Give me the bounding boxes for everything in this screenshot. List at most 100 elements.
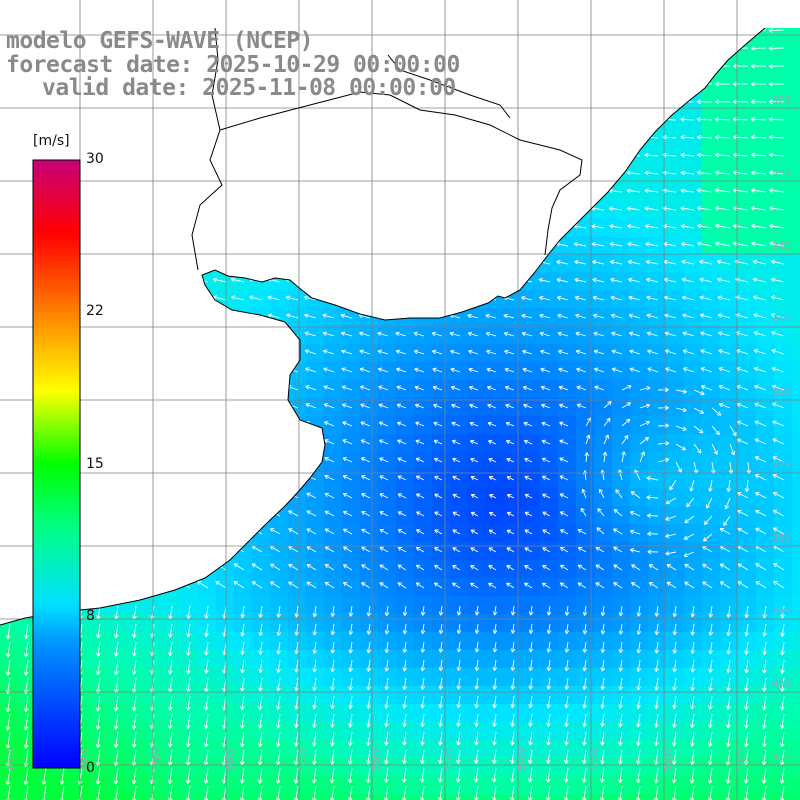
wind-speed-cell xyxy=(216,686,234,704)
wind-arrow xyxy=(348,731,353,747)
wind-arrow xyxy=(510,605,516,616)
wind-speed-cell xyxy=(702,722,720,740)
wind-arrow xyxy=(556,259,569,265)
wind-speed-cell xyxy=(738,758,756,776)
wind-speed-cell xyxy=(576,704,594,722)
wind-speed-cell xyxy=(720,776,738,794)
wind-speed-cell xyxy=(342,668,360,686)
wind-arrow xyxy=(644,188,659,193)
wind-speed-cell xyxy=(558,794,576,800)
wind-speed-cell xyxy=(738,398,756,416)
wind-arrow xyxy=(359,331,371,337)
wind-arrow xyxy=(113,767,119,785)
wind-speed-cell xyxy=(324,722,342,740)
wind-speed-cell xyxy=(594,794,612,800)
wind-arrow xyxy=(113,659,119,675)
wind-speed-cell xyxy=(324,704,342,722)
wind-arrow xyxy=(379,511,389,517)
wind-arrow xyxy=(492,641,498,653)
wind-arrow xyxy=(714,205,731,211)
wind-speed-cell xyxy=(270,704,288,722)
wind-speed-cell xyxy=(522,758,540,776)
wind-speed-cell xyxy=(720,470,738,488)
wind-speed-cell xyxy=(432,416,450,434)
wind-speed-cell xyxy=(234,290,252,308)
wind-arrow xyxy=(324,528,335,535)
wind-speed-cell xyxy=(666,164,684,182)
wind-speed-cell xyxy=(162,686,180,704)
wind-speed-cell xyxy=(18,650,36,668)
wind-speed-cell xyxy=(234,794,252,800)
wind-arrow xyxy=(582,749,587,765)
wind-speed-cell xyxy=(108,614,126,632)
wind-arrow xyxy=(503,331,515,337)
wind-arrow xyxy=(628,313,641,319)
wind-arrow xyxy=(113,695,119,712)
wind-speed-cell xyxy=(180,776,198,794)
wind-arrow xyxy=(773,580,785,589)
wind-arrow xyxy=(696,134,713,140)
wind-arrow xyxy=(761,713,767,729)
wind-speed-cell xyxy=(648,164,666,182)
wind-speed-cell xyxy=(90,776,108,794)
wind-arrow xyxy=(361,528,371,535)
wind-speed-cell xyxy=(648,236,666,254)
wind-arrow xyxy=(456,677,462,690)
wind-arrow xyxy=(396,421,407,427)
wind-speed-cell xyxy=(594,308,612,326)
wind-arrow xyxy=(732,223,749,229)
lon-label: 60W xyxy=(79,747,90,770)
wind-arrow xyxy=(672,659,677,673)
wind-speed-cell xyxy=(576,650,594,668)
wind-speed-cell xyxy=(378,740,396,758)
wind-speed-cell xyxy=(792,668,800,686)
wind-arrow xyxy=(768,99,785,104)
wind-speed-cell xyxy=(612,380,630,398)
wind-arrow xyxy=(312,713,317,728)
wind-speed-cell xyxy=(756,236,774,254)
wind-speed-cell xyxy=(612,236,630,254)
wind-speed-cell xyxy=(612,344,630,362)
wind-arrow xyxy=(542,529,551,535)
wind-arrow xyxy=(621,418,631,427)
wind-arrow xyxy=(276,623,282,636)
wind-arrow xyxy=(474,749,479,765)
wind-arrow xyxy=(509,785,515,800)
wind-speed-cell xyxy=(792,74,800,92)
wind-speed-cell xyxy=(756,344,774,362)
wind-arrow xyxy=(539,331,551,337)
wind-speed-cell xyxy=(414,722,432,740)
wind-arrow xyxy=(131,713,137,730)
wind-speed-cell xyxy=(666,452,684,470)
wind-arrow xyxy=(341,349,353,355)
wind-arrow xyxy=(714,99,731,104)
wind-speed-cell xyxy=(0,794,18,800)
wind-arrow xyxy=(275,767,281,784)
wind-arrow xyxy=(379,564,389,571)
wind-speed-cell xyxy=(324,668,342,686)
wind-speed-cell xyxy=(126,686,144,704)
wind-arrow xyxy=(485,331,497,337)
wind-arrow xyxy=(456,605,462,616)
wind-speed-cell xyxy=(360,758,378,776)
wind-speed-cell xyxy=(648,362,666,380)
wind-arrow xyxy=(733,241,749,247)
wind-speed-cell xyxy=(756,686,774,704)
wind-speed-cell xyxy=(54,776,72,794)
wind-speed-cell xyxy=(288,632,306,650)
wind-speed-cell xyxy=(396,686,414,704)
wind-arrow xyxy=(438,677,444,690)
wind-speed-cell xyxy=(792,776,800,794)
wind-speed-cell xyxy=(126,794,144,800)
wind-speed-cell xyxy=(180,596,198,614)
wind-arrow xyxy=(312,605,318,618)
wind-speed-cell xyxy=(720,722,738,740)
wind-arrow xyxy=(714,188,731,193)
wind-speed-cell xyxy=(720,218,738,236)
wind-arrow xyxy=(323,421,335,427)
wind-arrow xyxy=(662,134,677,140)
wind-arrow xyxy=(523,421,533,427)
wind-arrow xyxy=(618,731,623,746)
wind-speed-cell xyxy=(486,398,504,416)
wind-arrow xyxy=(384,605,390,617)
